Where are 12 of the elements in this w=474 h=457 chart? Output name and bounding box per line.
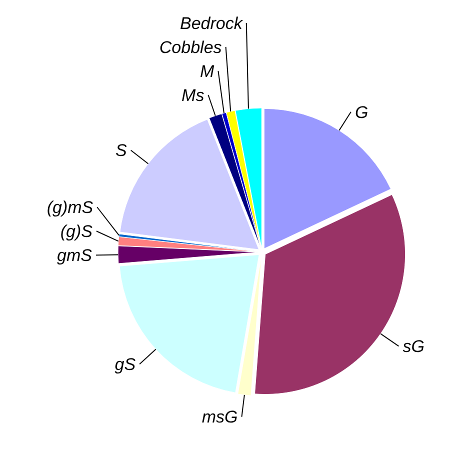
slice-label: M <box>200 62 216 81</box>
slice-label: G <box>354 102 368 122</box>
slice-label: Bedrock <box>180 14 244 33</box>
slice-label: sG <box>402 337 424 356</box>
slice-label: gmS <box>57 246 93 266</box>
slice-label: Ms <box>182 86 205 105</box>
slice-label: msG <box>202 408 238 427</box>
slice-label: (g)S <box>60 222 94 242</box>
slice-label: Cobbles <box>159 38 222 57</box>
slice-label: gS <box>114 355 136 374</box>
slice-label: (g)mS <box>46 198 94 218</box>
slice-label: S <box>115 141 128 160</box>
